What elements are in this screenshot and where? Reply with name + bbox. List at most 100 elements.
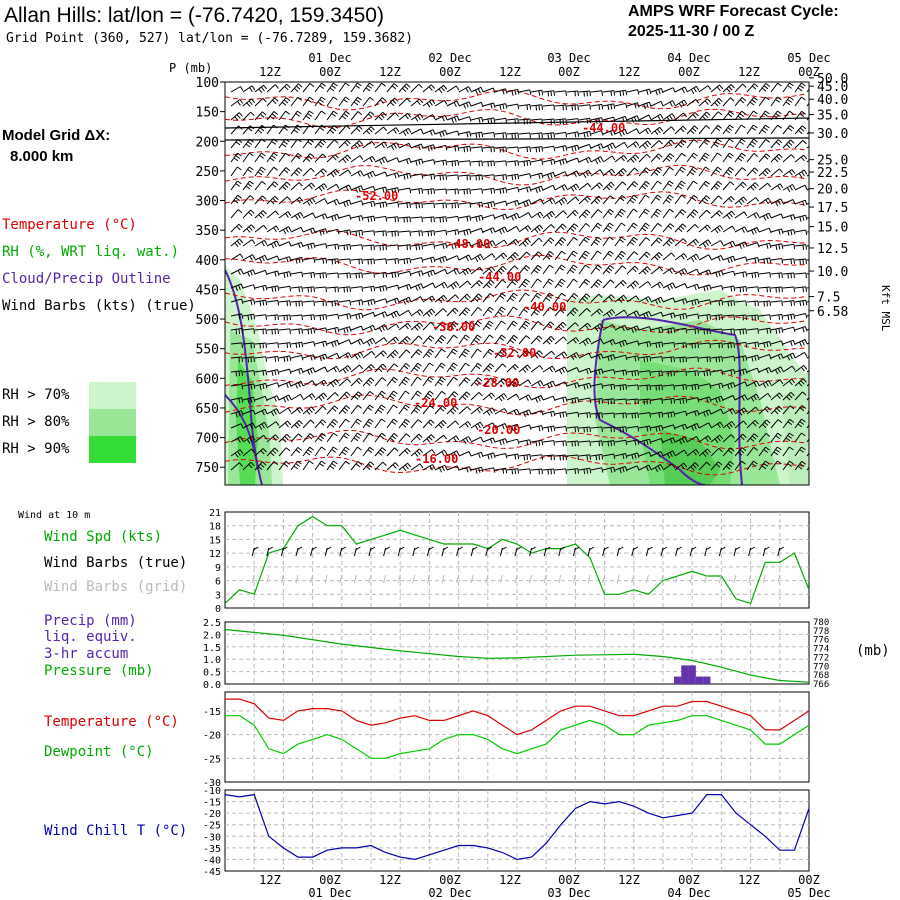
wind-barb [458,348,470,359]
wind-barb [734,83,747,93]
wind-barb [302,227,316,234]
wind-barb [434,376,446,387]
wind-barb [242,383,256,390]
wind-barb [278,110,290,121]
pressure-tick-label: 770 [813,662,829,672]
wind-barb [806,88,809,93]
wind-barb [506,438,520,445]
wind-barb [566,367,580,373]
wind-barb [338,96,350,107]
wind-barb [446,307,459,317]
wind-barb [722,255,736,264]
wind-barb [662,113,676,122]
wind-barb [422,390,434,401]
wind-barb [614,168,627,177]
wind-barb [458,228,472,236]
wind-barb [722,461,735,471]
wind-barb [566,104,579,111]
isotherm [225,164,808,186]
contour-label: -44.00 [478,270,521,284]
grid-wind-barb [339,574,343,584]
wind-barb [626,167,639,177]
wind-barb [530,306,542,317]
wind-barb [338,125,351,135]
wind-barb [266,225,280,233]
surface-wind-barb [587,546,595,557]
wind-barb [242,166,254,177]
wind-barb [770,110,782,121]
wind-barb [542,410,556,417]
wind-barb [314,110,326,121]
wind10m-title: Wind at 10 m [18,510,91,521]
y-tick-label: 2.5 [203,618,221,629]
wind-barb [722,395,736,401]
wind-barb [242,448,256,457]
wind-barb [302,242,316,250]
wind-barb [722,285,736,292]
y-tick-label: -30 [203,832,221,843]
hour-label: 00Z [558,65,580,79]
wind-barb [746,182,759,191]
wind-barb [374,404,386,415]
wind-barb [446,362,458,373]
wind-barb [446,405,459,415]
wind-barb [266,195,279,205]
wind-barb [662,100,676,107]
wind-barb [446,188,459,195]
wind-barb [782,96,794,107]
wind-barb [554,440,567,447]
wind-barb [482,452,496,460]
wind-barb [530,224,544,234]
wind-barb [266,166,278,177]
wind-barb [542,104,555,111]
wind-barb [434,242,448,250]
wind-barb [674,99,688,108]
date-label: 04 Dec [667,51,710,65]
wind-barb [242,342,255,349]
wind-barb [410,202,423,209]
wind-barb [338,432,350,443]
wind-barb [650,425,664,432]
contour-label: -40.00 [523,300,566,314]
wind-barb [470,392,483,401]
wind-barb [506,252,519,261]
wind-barb [398,336,411,345]
wind-barb [602,236,614,247]
wind-barb [374,271,388,278]
wind-barb [422,335,435,345]
wind-barb [770,243,784,250]
wind-barb [410,158,424,166]
wind-barb [554,292,566,303]
legend-dewpoint: Dewpoint (°C) [44,744,154,760]
wind-barb [326,460,338,471]
wind-barb [770,392,783,401]
wind-barb [242,328,255,334]
wind-barb [242,152,254,163]
wind-barb [410,188,424,194]
wind-barb [614,426,627,433]
wind-barb [530,264,542,275]
wind-barb [242,209,255,219]
wind-barb [782,365,796,373]
wind-barb [386,349,399,359]
height-tick-label: 50.0 [817,72,848,87]
wind-barb [758,393,772,401]
grid-wind-barb [324,574,328,584]
wind-barb [278,342,292,348]
wind-barb [458,174,471,181]
y-tick-label: 0 [215,604,221,615]
wind-barb [398,142,412,149]
wind-barb [470,240,484,248]
wind-barb [530,89,544,96]
wind-barb [530,321,543,331]
wind-barb [758,354,772,360]
wind-barb [566,307,579,317]
wind-barb [710,395,724,404]
wind-barb [290,286,303,293]
wind-barb [650,356,663,362]
wind-barb [590,250,602,261]
wind-barb [326,125,339,135]
wind-barb [326,213,340,222]
wind-barb [566,322,579,331]
wind-barb [314,96,326,107]
